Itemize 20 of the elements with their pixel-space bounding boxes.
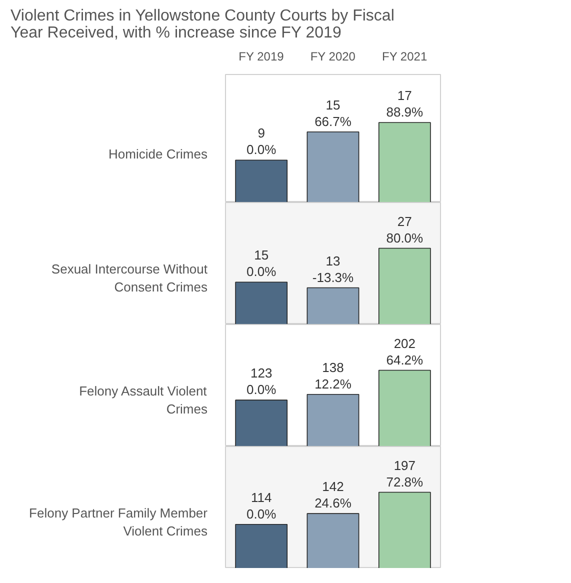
data-label: 15 0.0%	[246, 248, 277, 280]
data-label: 123 0.0%	[246, 366, 277, 398]
chart-title: Violent Crimes in Yellowstone County Courts by Fiscal Year Received, with % increase since FY 2019	[10, 8, 394, 42]
x-tick-label: FY 2019	[238, 50, 284, 64]
data-label: 142 24.6%	[314, 479, 352, 511]
data-label: 9 0.0%	[246, 126, 277, 158]
data-label: 138 12.2%	[314, 360, 352, 392]
data-label: 27 80.0%	[386, 214, 424, 246]
x-tick-label: FY 2020	[310, 50, 356, 64]
y-axis-title: Felony Assault Violent Crimes	[79, 384, 208, 417]
y-axis-title: Felony Partner Family Member Violent Crimes	[29, 506, 208, 539]
y-axis-title: Homicide Crimes	[108, 146, 208, 162]
data-label: 202 64.2%	[386, 336, 424, 368]
data-label: 15 66.7%	[314, 97, 352, 129]
data-label: 13 -13.3%	[312, 253, 354, 285]
y-axis-title: Sexual Intercourse Without Consent Crimes	[51, 262, 208, 295]
data-label: 17 88.9%	[386, 88, 424, 120]
data-label: 197 72.8%	[386, 458, 424, 490]
data-label: 114 0.0%	[246, 490, 277, 522]
x-tick-label: FY 2021	[382, 50, 428, 64]
